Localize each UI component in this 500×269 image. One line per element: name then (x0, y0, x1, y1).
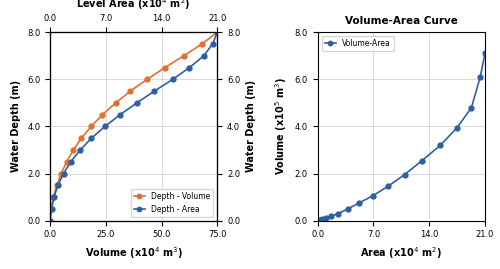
Depth - Area (170, 78, 175, 81)
Volume-Area (402, 173, 407, 176)
Depth - Area (152, 90, 158, 93)
X-axis label: Level Area (x10$^4$ m$^2$): Level Area (x10$^4$ m$^2$) (76, 0, 191, 12)
Volume-Area (438, 144, 444, 147)
Line: Depth - Volume: Depth - Volume (48, 30, 220, 223)
Depth - Area (214, 31, 220, 34)
Volume-Area (328, 215, 334, 218)
Depth - Area (51, 195, 57, 199)
Line: Volume-Area: Volume-Area (316, 51, 488, 223)
Depth - Area (201, 54, 207, 58)
Volume-Area (477, 75, 483, 79)
Depth - Volume (54, 184, 60, 187)
X-axis label: Area (x10$^4$ m$^2$): Area (x10$^4$ m$^2$) (360, 245, 442, 261)
Volume-Area (316, 218, 322, 222)
Volume-Area (336, 212, 342, 215)
Volume-Area (314, 219, 320, 222)
Depth - Volume (50, 195, 56, 199)
Volume-Area (454, 126, 460, 129)
Line: Depth - Area: Depth - Area (48, 30, 220, 223)
Volume-Area (370, 194, 376, 197)
Depth - Area (210, 43, 216, 46)
Depth - Volume (70, 148, 76, 152)
Title: Volume-Area Curve: Volume-Area Curve (345, 16, 458, 26)
Legend: Volume-Area: Volume-Area (322, 36, 394, 51)
Depth - Volume (144, 78, 150, 81)
Depth - Area (55, 184, 61, 187)
X-axis label: Volume (x10$^4$ m$^3$): Volume (x10$^4$ m$^3$) (85, 245, 182, 261)
Depth - Area (102, 125, 108, 128)
Depth - Area (186, 66, 192, 69)
Depth - Volume (181, 54, 187, 58)
Volume-Area (318, 218, 324, 221)
Volume-Area (322, 217, 328, 220)
Depth - Volume (48, 207, 54, 210)
Depth - Volume (64, 160, 70, 163)
Depth - Volume (88, 125, 94, 128)
Depth - Volume (128, 90, 134, 93)
Depth - Volume (100, 113, 105, 116)
Depth - Area (78, 148, 84, 152)
Depth - Volume (113, 101, 119, 104)
Depth - Area (117, 113, 123, 116)
Depth - Area (88, 137, 94, 140)
Depth - Volume (47, 219, 53, 222)
Depth - Volume (58, 172, 64, 175)
Depth - Area (48, 207, 54, 210)
Depth - Area (47, 219, 53, 222)
Depth - Area (68, 160, 73, 163)
Y-axis label: Water Depth (m): Water Depth (m) (12, 80, 22, 172)
Volume-Area (419, 159, 425, 162)
Y-axis label: Volume (x10$^5$ m$^3$): Volume (x10$^5$ m$^3$) (274, 77, 289, 175)
Legend: Depth - Volume, Depth - Area: Depth - Volume, Depth - Area (130, 189, 214, 217)
Volume-Area (345, 207, 351, 210)
Volume-Area (482, 52, 488, 55)
Depth - Volume (198, 43, 204, 46)
Depth - Volume (78, 137, 84, 140)
Y-axis label: Water Depth (m): Water Depth (m) (246, 80, 256, 172)
Depth - Area (134, 101, 140, 104)
Depth - Volume (162, 66, 168, 69)
Depth - Area (60, 172, 66, 175)
Volume-Area (356, 201, 362, 204)
Volume-Area (468, 106, 474, 109)
Volume-Area (385, 185, 391, 188)
Depth - Volume (214, 31, 220, 34)
